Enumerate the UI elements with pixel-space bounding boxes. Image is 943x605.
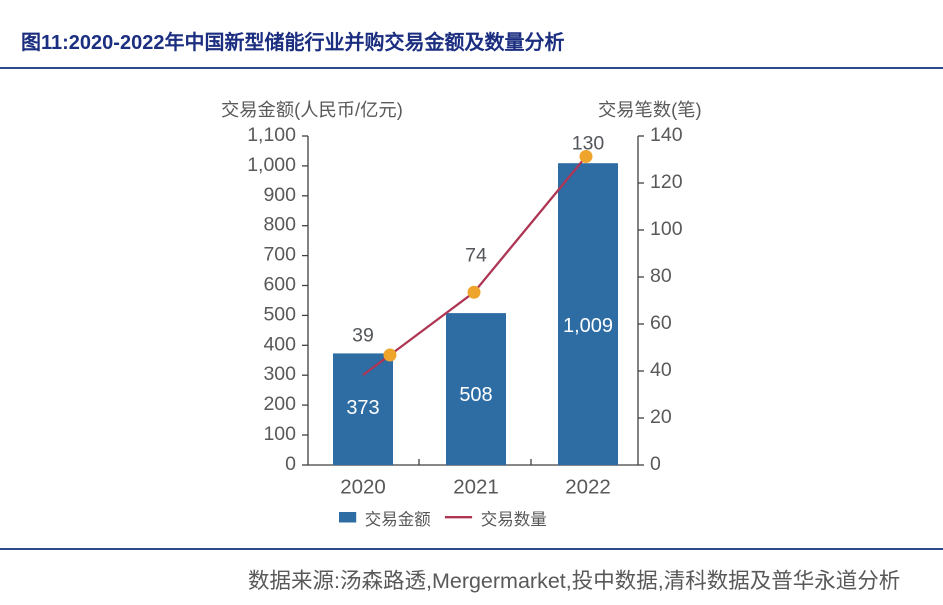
svg-text:0: 0 [650, 453, 661, 475]
svg-text:1,000: 1,000 [247, 154, 296, 176]
svg-text:120: 120 [650, 171, 683, 193]
svg-text:500: 500 [263, 303, 296, 325]
svg-text:900: 900 [263, 184, 296, 206]
svg-text:373: 373 [346, 397, 379, 419]
svg-text:2021: 2021 [453, 476, 499, 499]
svg-text:508: 508 [459, 384, 492, 406]
svg-text:200: 200 [263, 393, 296, 415]
svg-text:交易数量: 交易数量 [480, 510, 546, 529]
svg-text:700: 700 [263, 244, 296, 266]
svg-text:400: 400 [263, 333, 296, 355]
svg-text:1,009: 1,009 [563, 315, 613, 337]
svg-text:600: 600 [263, 274, 296, 296]
svg-text:39: 39 [352, 325, 374, 347]
svg-text:80: 80 [650, 265, 672, 287]
svg-text:1,100: 1,100 [247, 124, 296, 146]
svg-text:100: 100 [263, 423, 296, 445]
svg-text:0: 0 [285, 453, 296, 475]
svg-text:100: 100 [650, 218, 683, 240]
svg-text:40: 40 [650, 359, 672, 381]
svg-text:20: 20 [650, 406, 672, 428]
svg-text:60: 60 [650, 312, 672, 334]
svg-text:2020: 2020 [340, 476, 386, 499]
svg-text:74: 74 [465, 245, 487, 267]
svg-text:2022: 2022 [565, 476, 611, 499]
svg-text:300: 300 [263, 363, 296, 385]
svg-text:交易金额: 交易金额 [364, 510, 431, 529]
svg-text:140: 140 [650, 124, 683, 146]
svg-text:800: 800 [263, 214, 296, 236]
